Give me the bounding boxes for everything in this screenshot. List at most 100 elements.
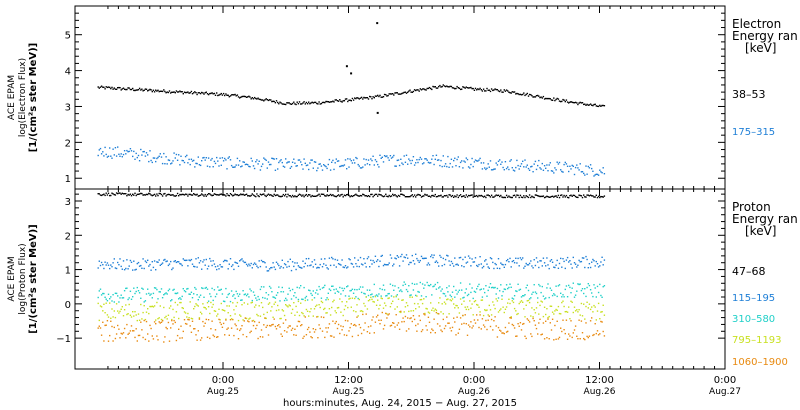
data-point: [199, 194, 202, 196]
data-point: [298, 287, 301, 289]
data-point: [433, 254, 435, 256]
data-point: [251, 267, 253, 269]
data-point: [523, 166, 525, 168]
data-point: [577, 264, 579, 266]
data-point: [585, 322, 587, 324]
data-point: [174, 301, 176, 304]
data-point: [133, 287, 135, 289]
data-point: [548, 164, 550, 166]
data-point: [273, 100, 275, 103]
data-point: [153, 321, 156, 323]
data-point: [174, 292, 176, 295]
data-point: [304, 194, 306, 197]
data-point: [426, 159, 428, 161]
data-point: [280, 159, 282, 161]
data-point: [484, 291, 486, 294]
data-point: [281, 161, 283, 164]
data-point: [310, 159, 312, 161]
data-point: [393, 94, 395, 96]
data-point: [374, 159, 377, 161]
data-point: [499, 329, 501, 331]
data-point: [134, 269, 136, 271]
data-point: [239, 260, 241, 262]
data-point: [347, 306, 349, 309]
data-point: [558, 312, 561, 315]
data-point: [129, 290, 132, 292]
data-point: [488, 195, 490, 197]
data-point: [302, 194, 304, 196]
data-point: [459, 194, 462, 196]
data-point: [533, 163, 535, 165]
data-point: [242, 319, 244, 321]
data-point: [253, 195, 256, 197]
data-point: [561, 170, 563, 173]
data-point: [312, 195, 314, 197]
data-point: [444, 303, 447, 305]
data-point: [244, 95, 247, 98]
data-point: [105, 302, 107, 304]
data-point: [350, 306, 352, 308]
data-point: [528, 321, 531, 323]
data-point: [532, 316, 534, 318]
data-point: [424, 158, 426, 160]
data-point: [510, 196, 512, 199]
data-point: [259, 288, 262, 291]
data-point: [418, 194, 420, 196]
data-point: [119, 337, 121, 339]
data-point: [271, 266, 273, 269]
data-point: [570, 263, 572, 265]
data-point: [278, 103, 280, 105]
data-point: [357, 315, 359, 317]
data-point: [497, 297, 500, 299]
data-point: [563, 296, 565, 298]
data-point: [528, 169, 531, 171]
data-point: [415, 196, 417, 198]
data-point: [181, 295, 183, 298]
data-point: [149, 88, 151, 91]
data-point: [206, 165, 209, 167]
data-point: [153, 260, 156, 262]
data-point: [103, 155, 105, 157]
data-point: [109, 267, 111, 270]
data-point: [550, 259, 553, 261]
data-point: [305, 101, 308, 104]
data-point: [104, 194, 106, 197]
data-point: [333, 288, 335, 291]
data-point: [377, 163, 379, 166]
data-point: [141, 192, 143, 195]
data-point: [453, 196, 455, 198]
data-point: [486, 295, 488, 297]
data-point: [203, 325, 205, 327]
data-point: [400, 158, 402, 160]
data-point: [580, 171, 583, 173]
data-point: [583, 257, 585, 259]
data-point: [326, 100, 328, 103]
data-point: [281, 335, 283, 337]
data-point: [497, 90, 500, 92]
data-point: [578, 283, 580, 286]
data-point: [170, 305, 172, 307]
data-point: [130, 150, 133, 152]
data-point: [140, 321, 142, 323]
data-point: [274, 169, 277, 171]
data-point: [574, 101, 577, 104]
data-point: [197, 330, 199, 332]
data-point: [453, 317, 455, 319]
data-point: [127, 298, 129, 301]
data-point: [474, 257, 477, 259]
data-point: [194, 193, 196, 196]
data-point: [312, 315, 314, 317]
data-point: [297, 298, 300, 301]
data-point: [553, 97, 555, 99]
data-point: [357, 97, 359, 99]
y-tick-label: 1: [65, 174, 71, 185]
data-point: [348, 99, 350, 101]
data-point: [463, 86, 465, 89]
data-point: [290, 329, 293, 331]
data-point: [267, 270, 270, 272]
data-point: [583, 337, 585, 340]
data-point: [186, 288, 188, 290]
data-point: [493, 196, 495, 198]
data-point: [304, 103, 306, 105]
data-point: [480, 299, 482, 301]
